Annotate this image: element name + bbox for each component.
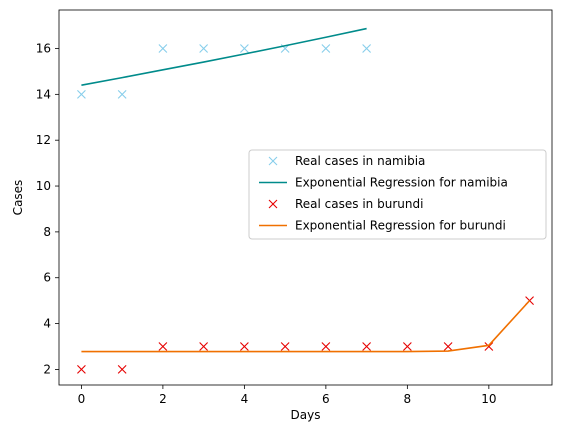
data-point <box>321 342 331 351</box>
legend-label: Exponential Regression for burundi <box>295 219 506 233</box>
series-line <box>81 300 531 353</box>
x-axis-label: Days <box>291 408 321 422</box>
y-tick-label: 2 <box>43 362 51 376</box>
series-1 <box>81 27 367 86</box>
data-point <box>362 342 372 351</box>
x-tick-label: 0 <box>78 392 86 406</box>
data-point <box>77 89 86 99</box>
y-tick-label: 12 <box>36 133 51 147</box>
y-tick-label: 14 <box>36 87 51 101</box>
data-point <box>117 365 127 374</box>
legend-label: Exponential Regression for namibia <box>295 176 508 190</box>
y-tick-label: 10 <box>36 179 51 193</box>
y-tick-label: 4 <box>43 317 51 331</box>
data-point <box>362 44 372 53</box>
series-line <box>81 27 367 86</box>
plot-frame <box>58 9 553 386</box>
legend-entry: Real cases in namibia <box>268 154 425 168</box>
legend-label: Real cases in namibia <box>295 154 425 168</box>
x-tick-label: 6 <box>322 392 330 406</box>
axis-ticks: 0 2 4 6 8 10 2 4 6 8 10 12 14 16 <box>36 42 497 406</box>
legend-entry: Exponential Regression for namibia <box>259 176 508 190</box>
legend: Real cases in namibia Exponential Regress… <box>248 149 547 240</box>
legend-marker-swatch <box>268 199 278 209</box>
y-axis-label: Cases <box>11 180 25 216</box>
data-point <box>239 342 249 351</box>
x-tick-label: 2 <box>159 392 167 406</box>
data-point <box>443 342 453 351</box>
legend-entry: Exponential Regression for burundi <box>259 219 506 233</box>
y-tick-label: 16 <box>36 42 51 56</box>
legend-box <box>248 149 547 240</box>
series-0 <box>77 44 372 99</box>
data-point <box>158 342 168 351</box>
y-tick-label: 6 <box>43 271 51 285</box>
x-tick-label: 10 <box>481 392 496 406</box>
legend-label: Real cases in burundi <box>295 197 423 211</box>
legend-marker-swatch <box>268 156 278 166</box>
x-tick-label: 4 <box>241 392 249 406</box>
data-point <box>199 342 209 351</box>
data-point <box>77 365 86 374</box>
data-point <box>402 342 412 351</box>
x-tick-label: 8 <box>404 392 412 406</box>
data-point <box>117 89 127 99</box>
data-point <box>199 44 209 53</box>
series-2 <box>77 296 534 374</box>
data-point <box>280 342 290 351</box>
data-point <box>158 44 168 53</box>
plot-marks <box>77 27 534 374</box>
y-tick-label: 8 <box>43 225 51 239</box>
data-point <box>321 44 331 53</box>
data-point <box>484 342 494 351</box>
data-point <box>239 44 249 53</box>
series-3 <box>81 300 531 353</box>
legend-entry: Real cases in burundi <box>268 197 423 211</box>
